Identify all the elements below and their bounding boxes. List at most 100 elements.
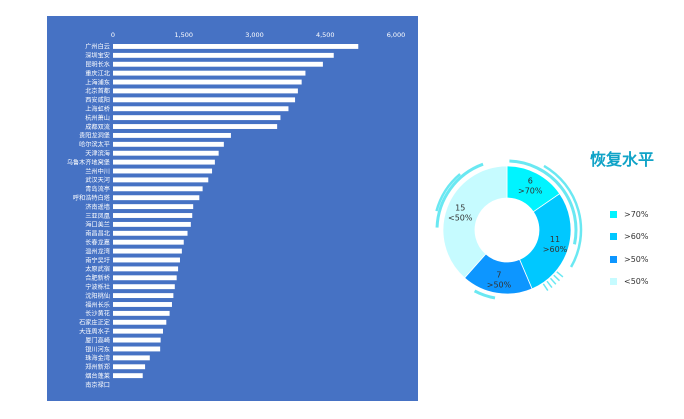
- decorative-tick: [542, 283, 549, 291]
- donut-slice: [519, 193, 572, 290]
- decorative-arc: [435, 162, 484, 228]
- legend-item[interactable]: >60%: [610, 226, 648, 249]
- category-label: 天津滨海: [85, 150, 110, 158]
- category-label: 南宁吴圩: [85, 256, 110, 264]
- bar: [113, 373, 143, 379]
- bar-chart: 0 1,500 3,000 4,500 6,000 广州白云深圳宝安昆明长水重庆江北上海浦…: [67, 31, 406, 389]
- bar: [113, 186, 203, 192]
- bar: [113, 337, 161, 343]
- bar: [113, 79, 302, 85]
- bar: [113, 310, 170, 316]
- decorative-arc: [509, 159, 578, 245]
- donut-slice: [442, 165, 508, 279]
- decorative-tick: [553, 274, 561, 282]
- category-label: 南京禄口: [85, 381, 110, 389]
- bar: [113, 364, 146, 370]
- x-tick-label: 1,500: [174, 31, 193, 39]
- x-tick-label: 6,000: [387, 31, 406, 39]
- bar: [113, 248, 182, 254]
- category-label: 武汉天河: [85, 176, 110, 184]
- bar: [113, 275, 177, 281]
- slice-value-label: 7: [496, 270, 501, 279]
- bar: [113, 44, 359, 49]
- category-label: 成都双流: [85, 123, 110, 131]
- bar: [113, 150, 219, 156]
- donut-chart: 6>70% 11>60% 7>50% 15<50%: [435, 159, 583, 300]
- legend-item[interactable]: <50%: [610, 271, 648, 294]
- decorative-arc: [435, 173, 461, 212]
- category-label: 上海浦东: [85, 78, 110, 86]
- bar: [113, 52, 334, 58]
- legend-label: <50%: [624, 277, 649, 287]
- bar: [113, 106, 289, 112]
- slice-value-label: 11: [550, 235, 560, 244]
- bar: [113, 266, 179, 272]
- category-label: 石家庄正定: [79, 319, 110, 327]
- bar: [113, 204, 194, 210]
- x-tick-label: 0: [111, 31, 115, 39]
- category-label: 呼和浩特白塔: [73, 194, 111, 202]
- decorative-tick: [546, 280, 553, 288]
- bar: [113, 195, 200, 201]
- category-label: 西安咸阳: [85, 96, 110, 104]
- category-label: 烟台蓬莱: [85, 372, 110, 380]
- legend-item[interactable]: >70%: [610, 203, 648, 226]
- category-label: 福州长乐: [85, 301, 110, 309]
- slice-value-label: 15: [455, 203, 465, 212]
- bar: [113, 177, 209, 183]
- decorative-tick: [556, 271, 564, 278]
- legend-label: >60%: [624, 232, 649, 242]
- bar: [113, 88, 298, 94]
- bar: [113, 221, 191, 227]
- legend-label: >70%: [624, 209, 649, 219]
- category-label: 广州白云: [85, 43, 110, 51]
- bar: [113, 115, 281, 121]
- category-label: 兰州中川: [85, 167, 110, 175]
- category-label: 银川河东: [85, 345, 110, 353]
- legend-swatch: [610, 255, 617, 263]
- x-tick-label: 3,000: [245, 31, 264, 39]
- legend-swatch: [610, 210, 617, 218]
- category-label: 南昌昌北: [85, 230, 111, 238]
- bar: [113, 302, 172, 307]
- bar-chart-panel: 0 1,500 3,000 4,500 6,000 广州白云 深圳宝安 昆明长水 重庆江北 上海浦…: [47, 16, 418, 401]
- category-label: 温州龙湾: [85, 247, 110, 255]
- legend-swatch: [610, 233, 617, 241]
- bar: [113, 132, 231, 138]
- category-label: 长春龙嘉: [85, 238, 110, 246]
- bar: [113, 168, 213, 174]
- slice-name-label: <50%: [448, 213, 473, 222]
- slice-name-label: >70%: [518, 187, 543, 196]
- category-label: 济南遥墙: [85, 203, 110, 211]
- legend-swatch: [610, 278, 617, 286]
- bar: [113, 293, 174, 299]
- decorative-arc: [543, 164, 583, 268]
- legend-item[interactable]: >50%: [610, 248, 648, 271]
- category-label: 贵阳龙洞堡: [79, 132, 110, 140]
- legend-label: >50%: [624, 254, 649, 264]
- bar: [113, 97, 296, 103]
- donut-chart-title: 恢复水平: [590, 150, 655, 169]
- x-tick-label: 4,500: [316, 31, 335, 39]
- bar: [113, 355, 150, 361]
- category-label: 合肥新桥: [85, 274, 110, 282]
- category-label: 上海虹桥: [85, 105, 110, 113]
- category-label: 海口美兰: [85, 221, 110, 229]
- category-label: 杭州萧山: [85, 114, 110, 122]
- category-label: 深圳宝安: [85, 52, 110, 60]
- category-label: 太原武宿: [85, 265, 110, 273]
- bar: [113, 124, 278, 129]
- category-label: 大连周水子: [79, 327, 110, 335]
- bar: [113, 70, 306, 76]
- category-label: 重庆江北: [85, 69, 111, 77]
- slice-name-label: >50%: [487, 280, 512, 289]
- category-label: 珠海金湾: [85, 354, 110, 362]
- bar: [113, 319, 167, 325]
- category-label: 宁波栎社: [85, 283, 110, 291]
- bar: [113, 61, 323, 67]
- category-label: 乌鲁木齐地窝堡: [67, 158, 110, 166]
- category-label: 哈尔滨太平: [79, 141, 110, 149]
- bar: [113, 239, 184, 245]
- bar: [113, 257, 180, 263]
- decorative-tick: [549, 277, 557, 285]
